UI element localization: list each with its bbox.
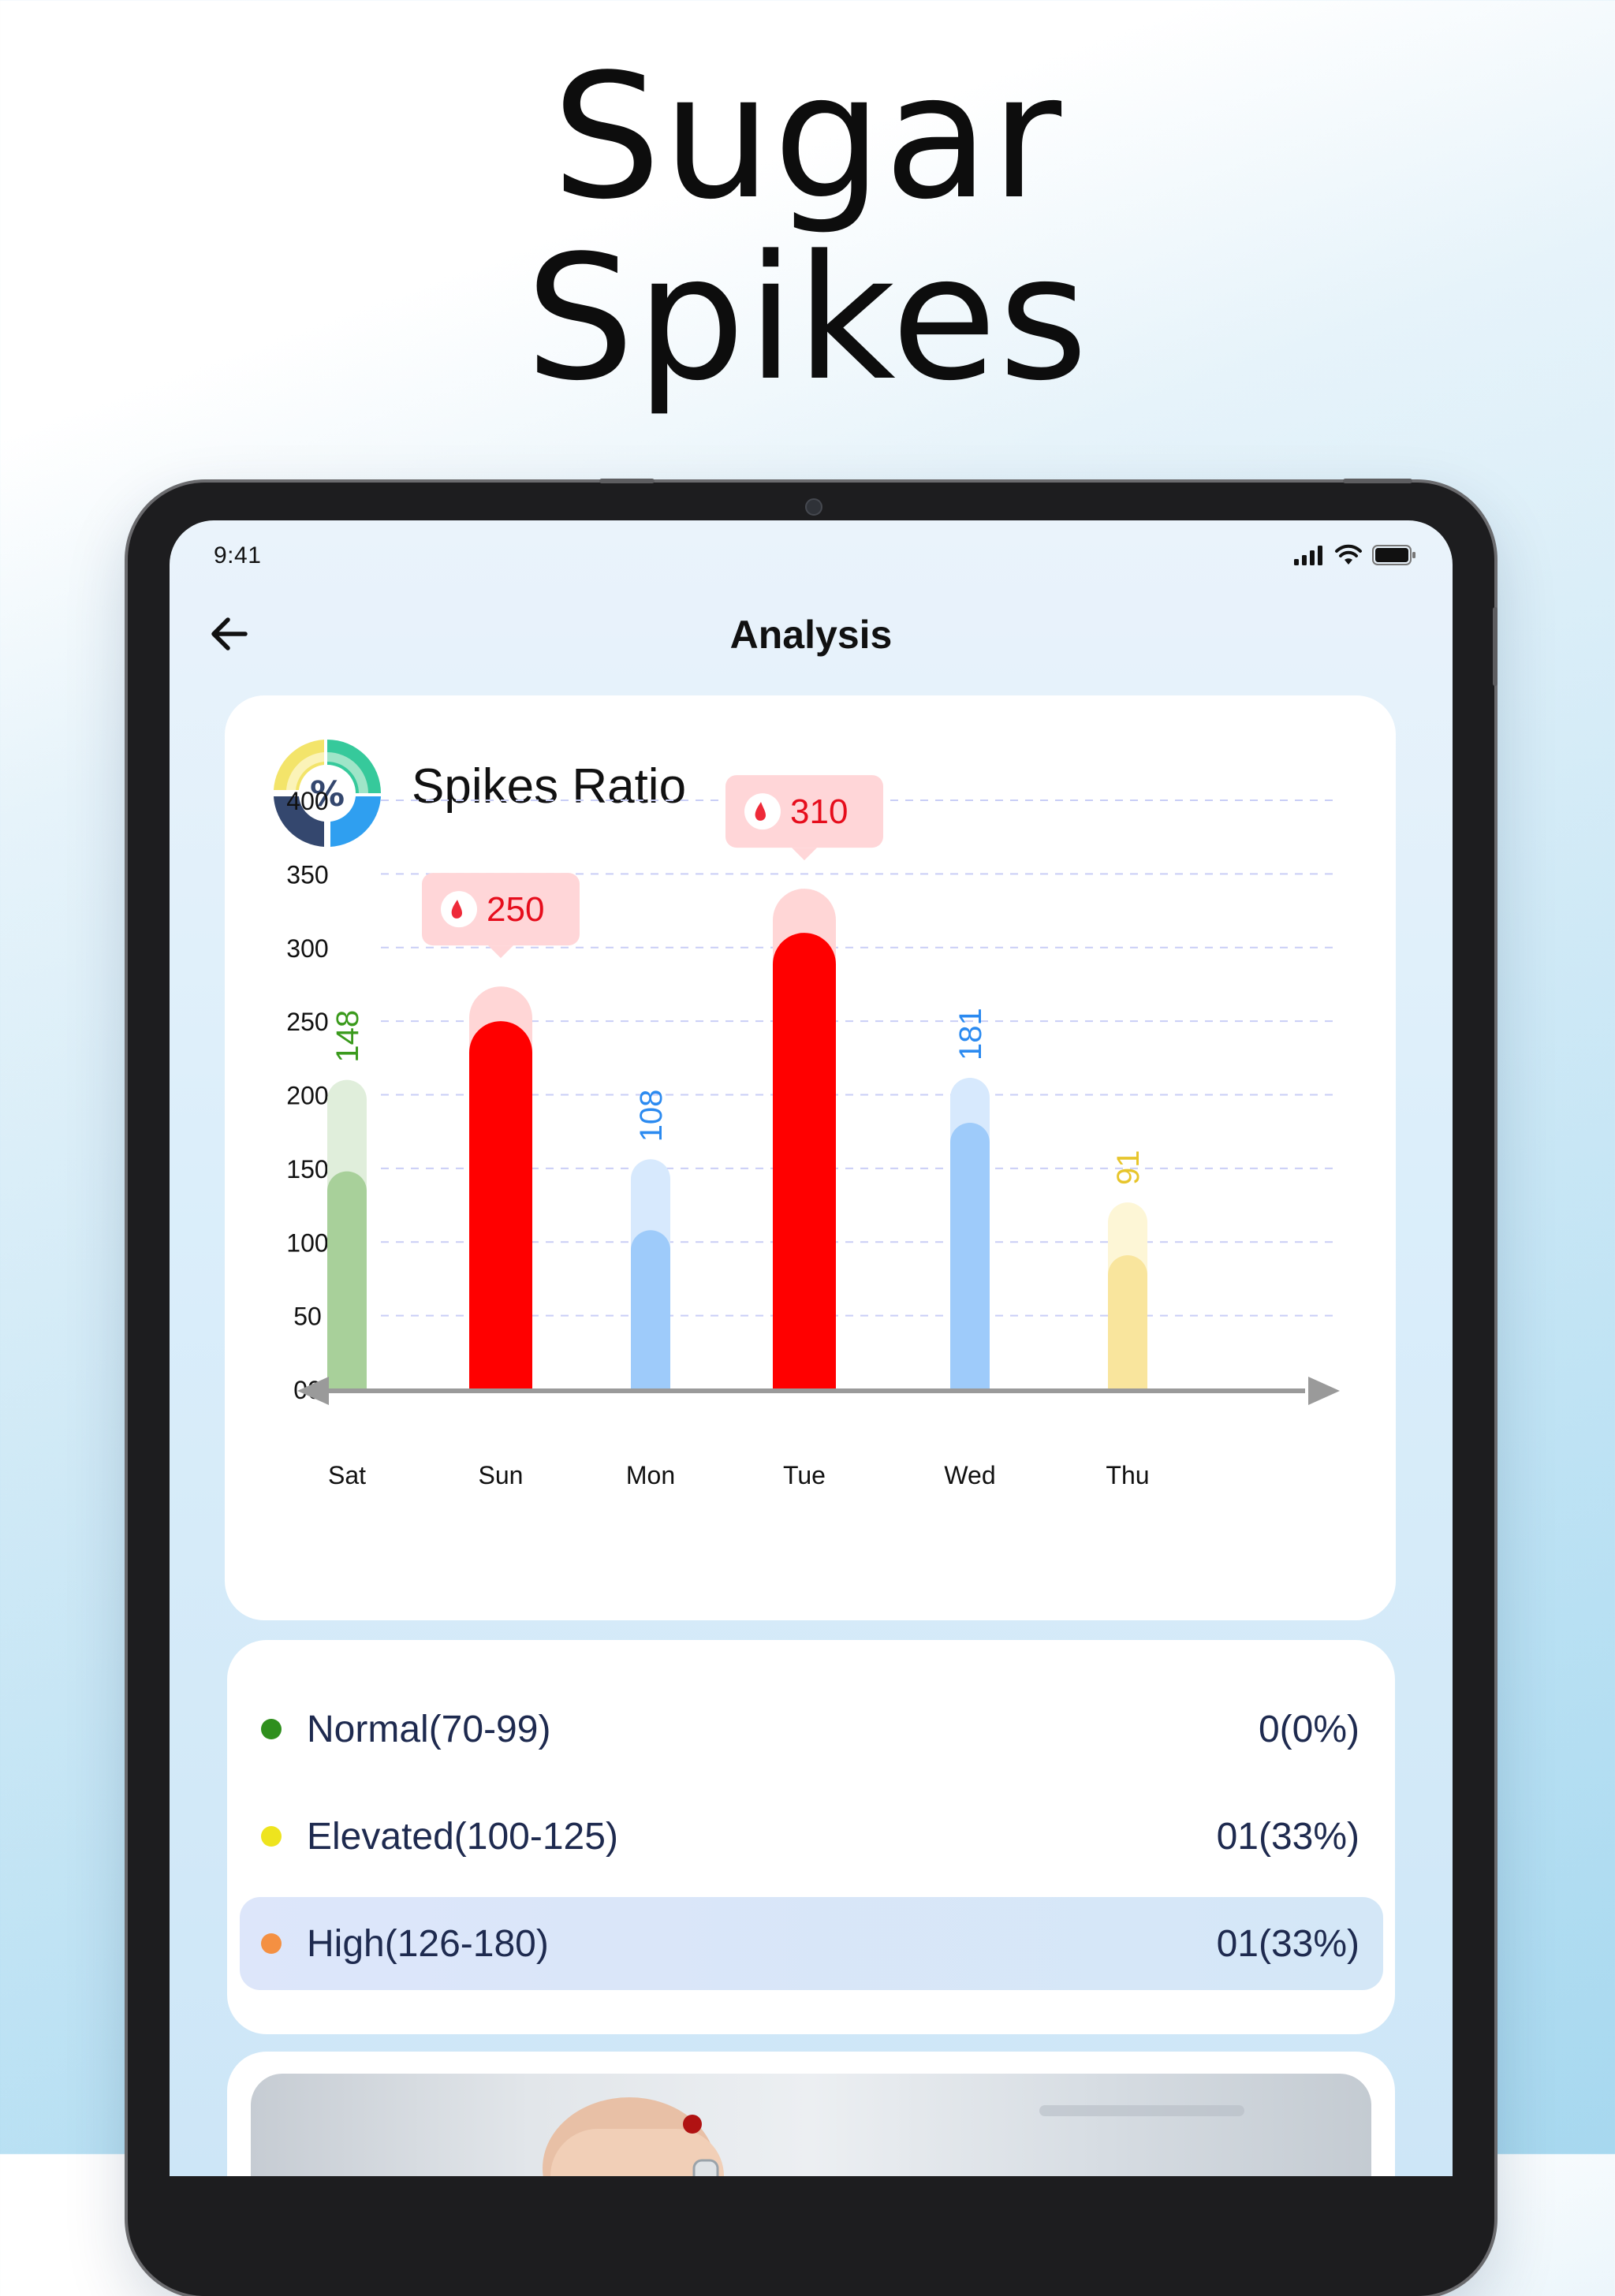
legend-card: Normal(70-99) 0(0%) Elevated(100-125) 01…	[227, 1640, 1395, 2034]
data-label-wed: 181	[953, 1008, 988, 1060]
photo-card	[227, 2052, 1395, 2176]
legend-dot-elevated	[261, 1826, 282, 1847]
data-label-thu: 91	[1111, 1150, 1146, 1186]
callout-box-tue	[725, 775, 883, 848]
bar-sun	[469, 1021, 532, 1391]
y-tick-label: 50	[293, 1303, 322, 1331]
bar-thu	[1108, 1255, 1147, 1391]
bar-mon	[631, 1230, 670, 1391]
page-title: Analysis	[729, 613, 893, 657]
legend-label-normal: Normal(70-99)	[307, 1708, 551, 1750]
bar-wed	[950, 1122, 990, 1391]
svg-text:%: %	[310, 774, 345, 814]
glucose-test-photo	[251, 2074, 1371, 2176]
callout-pointer	[488, 945, 513, 959]
x-tick-label: Tue	[783, 1461, 826, 1489]
legend-value-elevated: 01(33%)	[1216, 1815, 1360, 1858]
y-tick-label: 300	[286, 934, 328, 963]
x-axis-left-arrow	[297, 1377, 329, 1405]
y-tick-label: 250	[286, 1008, 328, 1036]
data-label-sat: 148	[330, 1010, 365, 1063]
finger-test-illustration	[543, 2097, 1244, 2176]
spikes-bar-chart: 0050100150200250300350400Sat148Sun250Mon…	[286, 775, 1340, 1489]
bar-tue	[773, 933, 836, 1391]
callout-value-tue: 310	[790, 792, 848, 831]
volume-button-right	[1343, 479, 1412, 483]
front-camera	[805, 498, 822, 516]
wifi-icon	[1335, 544, 1362, 565]
headline: Sugar Spikes	[0, 47, 1615, 410]
side-button	[1493, 607, 1498, 686]
y-tick-label: 350	[286, 860, 328, 889]
legend-dot-normal	[261, 1719, 282, 1739]
callout-box-sun	[422, 873, 580, 946]
bar-sat	[327, 1171, 367, 1391]
signal-icon	[1294, 546, 1322, 565]
y-tick-label: 100	[286, 1228, 328, 1257]
y-tick-label: 200	[286, 1082, 328, 1110]
spikes-ratio-card: % Spikes Ratio 0050100150200250300350400…	[225, 695, 1396, 1620]
legend-row-elevated[interactable]: Elevated(100-125) 01(33%)	[240, 1790, 1383, 1883]
back-arrow-icon[interactable]	[206, 610, 253, 658]
chart-title: Spikes Ratio	[412, 759, 687, 814]
callout-value-sun: 250	[487, 890, 544, 929]
y-tick-label: 150	[286, 1155, 328, 1183]
blood-drop-shape	[755, 802, 766, 821]
y-tick-label: 400	[286, 787, 328, 815]
volume-button-top	[599, 479, 655, 483]
x-tick-label: Thu	[1106, 1461, 1149, 1489]
data-label-mon: 108	[634, 1090, 669, 1142]
callout-pointer	[792, 848, 817, 861]
battery-icon	[1372, 545, 1415, 565]
status-icons	[1293, 544, 1416, 566]
blood-drop-shape	[451, 900, 462, 919]
legend-row-normal[interactable]: Normal(70-99) 0(0%)	[240, 1683, 1383, 1776]
percent-ratio-icon: %	[274, 740, 381, 847]
app-screen: 9:41 Analysis %	[170, 520, 1453, 2176]
legend-row-high[interactable]: High(126-180) 01(33%)	[240, 1897, 1383, 1990]
x-tick-label: Mon	[626, 1461, 675, 1489]
headline-line-2: Spikes	[525, 219, 1090, 419]
legend-label-elevated: Elevated(100-125)	[307, 1815, 618, 1858]
legend-label-high: High(126-180)	[307, 1922, 549, 1965]
x-tick-label: Sat	[328, 1461, 366, 1489]
x-tick-label: Sun	[479, 1461, 524, 1489]
legend-value-normal: 0(0%)	[1258, 1708, 1360, 1750]
x-axis-right-arrow	[1308, 1377, 1340, 1405]
legend-value-high: 01(33%)	[1216, 1922, 1360, 1965]
headline-line-1: Sugar	[551, 38, 1064, 237]
x-tick-label: Wed	[944, 1461, 995, 1489]
legend-dot-high	[261, 1933, 282, 1954]
status-time: 9:41	[214, 542, 262, 568]
